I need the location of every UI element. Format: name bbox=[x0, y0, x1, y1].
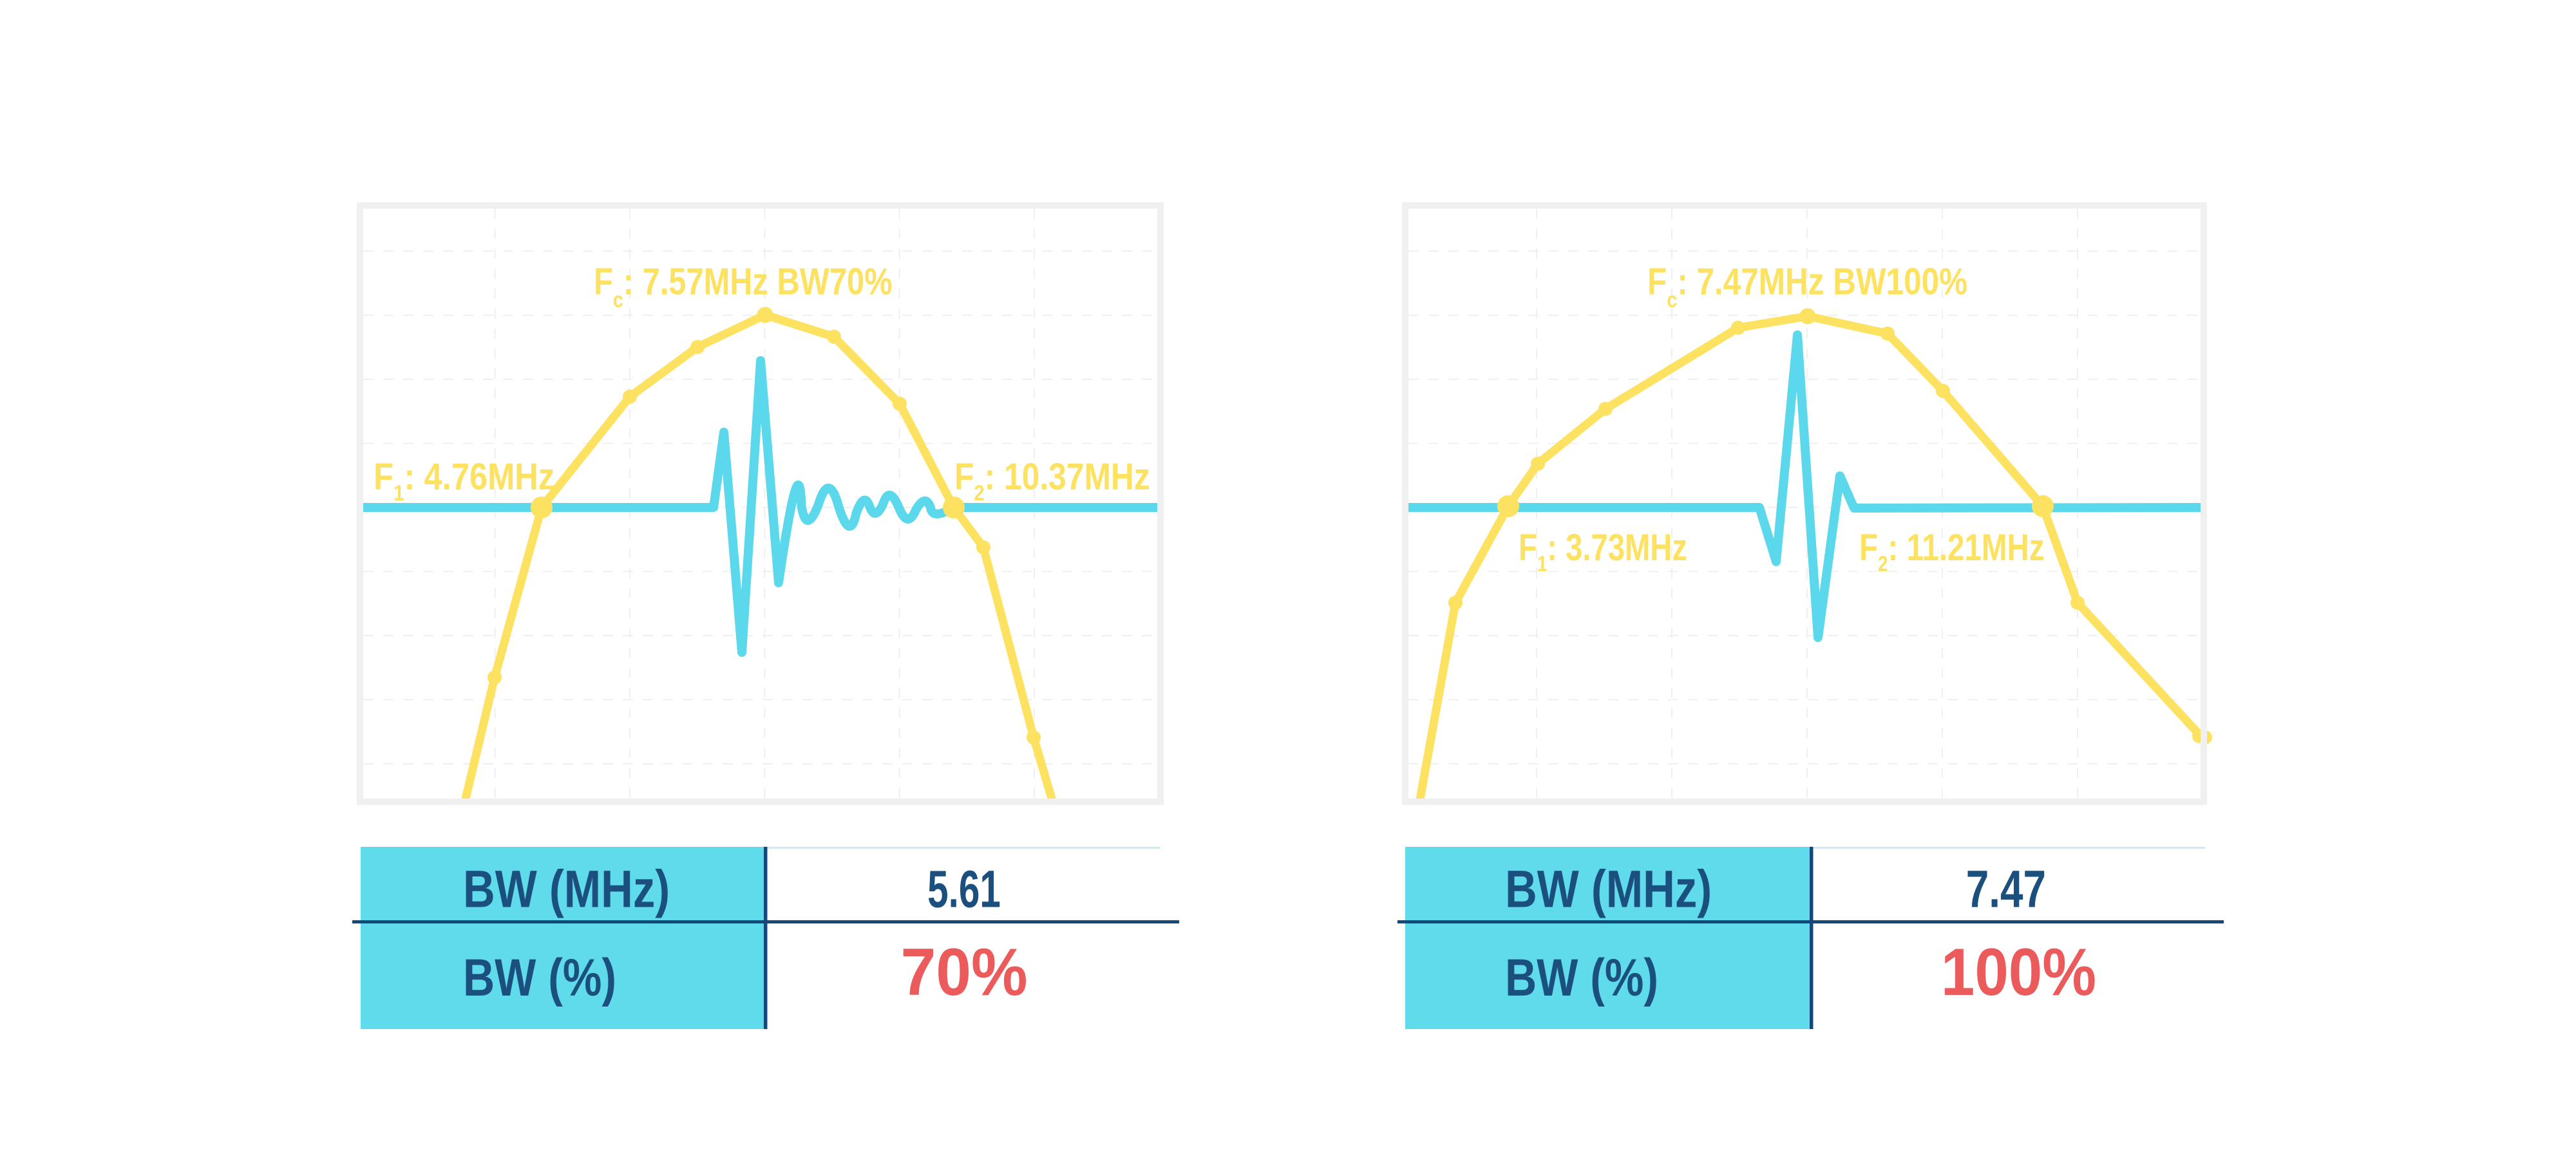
svg-text:70%: 70% bbox=[900, 935, 1027, 1010]
svg-text:F2: 11.21MHz: F2: 11.21MHz bbox=[1859, 527, 2045, 576]
svg-text:BW (MHz): BW (MHz) bbox=[463, 860, 670, 918]
svg-text:Fc: 7.57MHz BW70%: Fc: 7.57MHz BW70% bbox=[594, 261, 893, 312]
svg-text:F2: 10.37MHz: F2: 10.37MHz bbox=[954, 456, 1150, 505]
svg-text:5.61: 5.61 bbox=[927, 860, 1001, 919]
svg-text:100%: 100% bbox=[1941, 935, 2096, 1010]
svg-text:7.47: 7.47 bbox=[1966, 860, 2046, 918]
svg-text:BW (%): BW (%) bbox=[1505, 948, 1658, 1007]
svg-text:F1: 4.76MHz: F1: 4.76MHz bbox=[374, 456, 554, 506]
svg-text:F1: 3.73MHz: F1: 3.73MHz bbox=[1519, 527, 1687, 576]
svg-text:BW (%): BW (%) bbox=[463, 948, 616, 1007]
svg-text:Fc: 7.47MHz BW100%: Fc: 7.47MHz BW100% bbox=[1647, 261, 1967, 312]
svg-text:BW (MHz): BW (MHz) bbox=[1505, 860, 1712, 918]
